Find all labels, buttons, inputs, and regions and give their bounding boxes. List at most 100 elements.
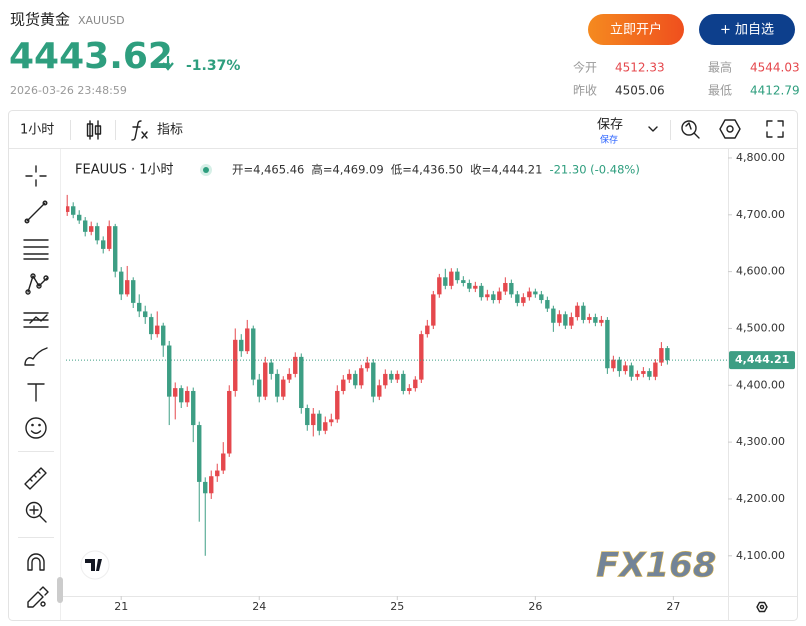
candle-body [131,280,136,303]
candle-body [323,422,328,431]
pattern-tool[interactable] [25,273,49,295]
candle-body [635,373,640,377]
x-tick-label: 27 [666,600,680,613]
stat-label: 今开 [573,60,597,75]
candle-body [377,385,382,397]
ohlc-value: 低=4,436.50 [391,163,463,177]
open-account-button[interactable] [588,14,684,45]
candle-body [293,356,298,374]
candle-body [317,413,322,431]
ohlc-value: 开=4,465.46 [232,163,304,177]
candle-body [341,379,346,391]
candle-body [167,345,172,397]
candle-body [287,373,292,380]
stat-label: 最低 [708,84,732,98]
candle-body [527,291,532,298]
candle-body [203,481,208,494]
candle-body [617,359,622,372]
candle-body [587,317,592,320]
candle-body [659,348,664,363]
stat-label: 最高 [708,60,732,75]
watermark: FX168 [596,546,716,586]
candle-body [71,206,76,215]
watchlist-label[interactable]: + 加自选 [720,23,774,38]
candle-body [449,271,454,286]
candle-body [557,314,562,323]
lock-tool[interactable] [27,586,49,608]
candle-body [605,319,610,369]
stat-value: 4544.03 [750,61,800,75]
candle-body [503,282,508,292]
candle-body [467,282,472,289]
candle-body [461,280,466,283]
candle-body [545,300,550,309]
crosshair-tool[interactable] [25,165,47,187]
candle-body [77,214,82,221]
candle-body [329,419,334,423]
axes: 4,100.00 4,200.00 4,300.00 4,400.00 4,500.00… [114,151,795,613]
y-tick-label: 4,600.00 [736,265,785,278]
x-tick-label: 25 [390,600,404,613]
candle-body [353,373,358,386]
text-tool[interactable] [27,383,45,402]
candle-body [653,362,658,377]
candle-body [389,373,394,380]
save[interactable]: 保存 [597,118,623,133]
indicators-icon[interactable] [131,120,148,141]
fullscreen-icon[interactable] [766,120,784,138]
icon-tool[interactable] [25,417,47,439]
brush-tool[interactable] [24,347,48,366]
stat-value: 4505.06 [615,84,665,98]
settings-icon[interactable] [719,119,741,139]
candle-body [383,373,388,386]
down-arrow [162,56,174,71]
candle-body [95,226,100,241]
candle-body [413,379,418,389]
candle-body [497,291,502,301]
zoom-tool[interactable] [25,501,47,523]
open-account-label[interactable]: 立即开户 [610,22,662,38]
ohlc-value: 高=4,469.09 [311,163,383,177]
candle-body [161,325,166,346]
fib-tool[interactable] [23,239,49,260]
axis-settings-icon[interactable] [756,601,768,613]
watchlist-button[interactable] [699,14,795,45]
candle-body [515,294,520,303]
candle-body [155,325,160,335]
x-tick-label: 26 [528,600,542,613]
ruler-tool[interactable] [24,467,47,490]
ohlc-change: -21.30 (-0.48%) [549,163,639,177]
y-tick-label: 4,500.00 [736,321,785,334]
candle-body [407,388,412,391]
candle-body [257,379,262,397]
candle-body [143,311,148,318]
legend-ohlc: 开=4,465.46 高=4,469.09 低=4,436.50 收=4,444.21… [232,163,640,177]
candle-type-icon[interactable] [86,120,102,140]
magnet-tool[interactable] [27,553,45,571]
candle-body [173,388,178,397]
indicators[interactable]: 指标 [157,123,183,138]
candle-body [623,365,628,372]
stat-label: 昨收 [573,84,597,98]
x-tick-label: 24 [252,600,266,613]
candle-body [149,317,154,335]
prediction-tool[interactable] [23,312,49,328]
quick-search-icon[interactable] [681,120,700,139]
candle-body [491,294,496,301]
candle-body [371,362,376,397]
interval[interactable]: 1小时 [20,123,54,138]
candle-body [275,373,280,397]
candle-body [401,373,406,391]
trendline-tool[interactable] [24,200,48,224]
y-tick-label: 4,200.00 [736,492,785,505]
candle-body [455,271,460,281]
candle-body [197,425,202,482]
candle-body [311,413,316,426]
y-tick-label: 4,300.00 [736,435,785,448]
tv-logo [80,550,110,580]
save-menu[interactable] [648,126,658,132]
timestamp: 2026-03-26 23:48:59 [10,84,127,97]
candle-body [299,356,304,409]
candle-body [641,371,646,374]
